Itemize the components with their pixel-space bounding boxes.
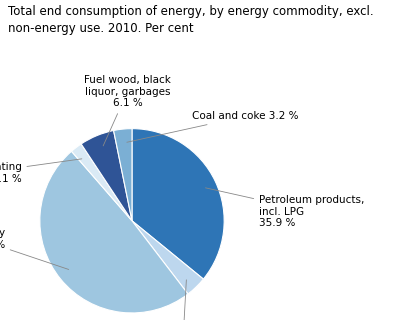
Wedge shape [40, 151, 188, 313]
Wedge shape [114, 129, 132, 221]
Text: Petroleum products,
incl. LPG
35.9 %: Petroleum products, incl. LPG 35.9 % [206, 188, 364, 228]
Wedge shape [132, 129, 224, 279]
Text: Fuel wood, black
liquor, garbages
6.1 %: Fuel wood, black liquor, garbages 6.1 % [84, 75, 171, 146]
Text: Natural gas
and other gas
3.7 %: Natural gas and other gas 3.7 % [146, 280, 219, 320]
Wedge shape [132, 221, 203, 294]
Wedge shape [81, 131, 132, 221]
Text: Electricity
49.0 %: Electricity 49.0 % [0, 228, 69, 269]
Wedge shape [72, 144, 132, 221]
Text: District heating
2.1 %: District heating 2.1 % [0, 159, 82, 184]
Text: Coal and coke 3.2 %: Coal and coke 3.2 % [127, 111, 298, 142]
Text: Total end consumption of energy, by energy commodity, excl.
non-energy use. 2010: Total end consumption of energy, by ener… [8, 5, 374, 35]
